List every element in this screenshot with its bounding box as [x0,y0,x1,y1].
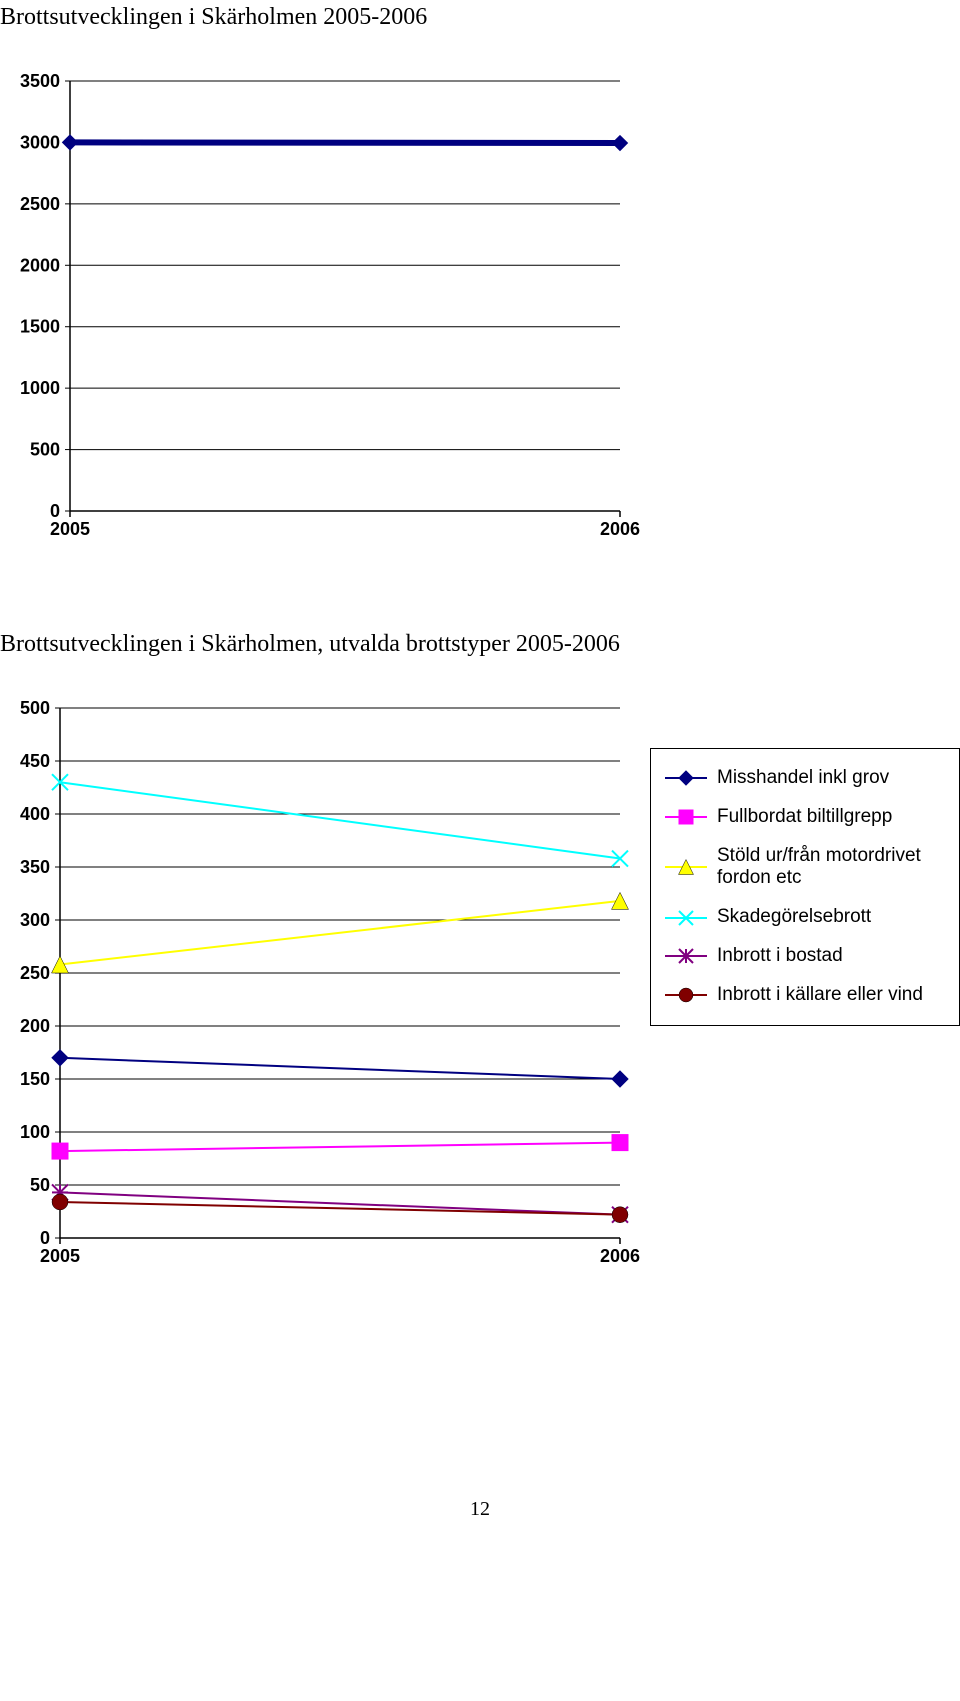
svg-text:0: 0 [40,1228,50,1248]
legend-label: Fullbordat biltillgrepp [717,806,945,829]
svg-text:1000: 1000 [20,378,60,398]
legend-item: Inbrott i bostad [665,945,945,968]
legend-item: Misshandel inkl grov [665,767,945,790]
chart-top: 0 500 1000 1500 2000 2500 3000 3500 2005 2006 [0,71,960,551]
svg-text:450: 450 [20,751,50,771]
svg-text:0: 0 [50,501,60,521]
svg-text:100: 100 [20,1122,50,1142]
svg-text:500: 500 [30,440,60,460]
legend-label: Inbrott i bostad [717,945,945,968]
legend-item: Stöld ur/från motordrivet fordon etc [665,845,945,891]
legend-item: Skadegörelsebrott [665,906,945,929]
svg-text:300: 300 [20,910,50,930]
legend-item: Inbrott i källare eller vind [665,984,945,1007]
legend-label: Inbrott i källare eller vind [717,984,945,1007]
legend-label: Misshandel inkl grov [717,767,945,790]
svg-text:3500: 3500 [20,71,60,91]
svg-text:400: 400 [20,804,50,824]
chart-bottom-title: Brottsutvecklingen i Skärholmen, utvalda… [0,631,960,658]
chart-top-svg: 0 500 1000 1500 2000 2500 3000 3500 2005 2006 [0,71,640,551]
svg-text:2005: 2005 [40,1246,80,1266]
chart-bottom-svg: 0 50 100 150 200 250 300 350 400 450 500 2005 2006 [0,698,640,1278]
svg-text:2006: 2006 [600,519,640,539]
svg-text:200: 200 [20,1016,50,1036]
chart-bottom: 0 50 100 150 200 250 300 350 400 450 500 2005 2006 M… [0,698,960,1278]
svg-text:2500: 2500 [20,194,60,214]
svg-text:2005: 2005 [50,519,90,539]
legend-label: Stöld ur/från motordrivet fordon etc [717,845,945,891]
svg-text:150: 150 [20,1069,50,1089]
svg-text:50: 50 [30,1175,50,1195]
legend-item: Fullbordat biltillgrepp [665,806,945,829]
svg-text:2000: 2000 [20,255,60,275]
svg-text:250: 250 [20,963,50,983]
chart-bottom-legend: Misshandel inkl grov Fullbordat biltillgr… [650,748,960,1026]
legend-label: Skadegörelsebrott [717,906,945,929]
svg-text:2006: 2006 [600,1246,640,1266]
svg-text:3000: 3000 [20,132,60,152]
svg-text:350: 350 [20,857,50,877]
svg-text:1500: 1500 [20,317,60,337]
page-number: 12 [0,1498,960,1521]
svg-text:500: 500 [20,698,50,718]
chart-top-title: Brottsutvecklingen i Skärholmen 2005-200… [0,4,960,31]
